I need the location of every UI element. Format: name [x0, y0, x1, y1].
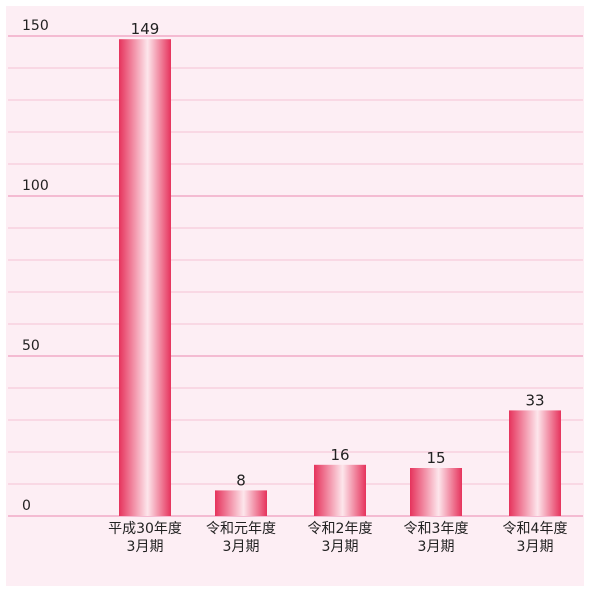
plot-background: [6, 6, 584, 586]
x-tick-label: 令和2年度 3月期: [307, 521, 373, 555]
bar: [215, 490, 267, 516]
value-label: 15: [426, 449, 445, 467]
value-label: 8: [236, 471, 246, 489]
x-tick-label: 平成30年度 3月期: [108, 521, 182, 555]
y-tick-label: 100: [22, 178, 49, 194]
bar: [314, 464, 366, 516]
bar: [119, 39, 171, 516]
y-tick-label: 0: [22, 498, 31, 514]
value-label: 149: [131, 20, 160, 38]
value-label: 16: [330, 446, 349, 464]
x-tick-label: 令和4年度 3月期: [502, 521, 568, 555]
value-label: 33: [525, 391, 544, 409]
bar: [509, 410, 561, 516]
x-tick-label: 令和3年度 3月期: [403, 521, 469, 555]
y-tick-label: 150: [22, 18, 49, 34]
y-tick-label: 50: [22, 338, 40, 354]
x-tick-label: 令和元年度 3月期: [206, 521, 276, 555]
bar: [410, 468, 462, 516]
